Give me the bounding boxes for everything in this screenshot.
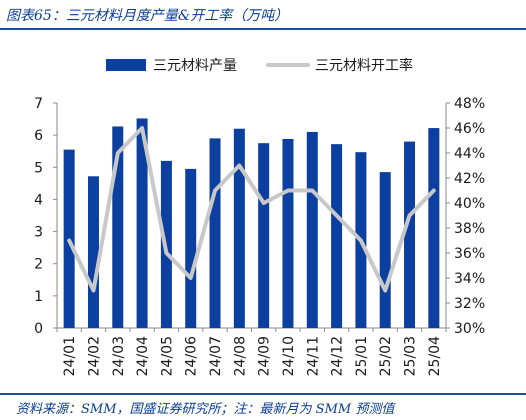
x-tick-label: 24/10 xyxy=(281,336,297,376)
production-bar xyxy=(282,139,294,328)
y-right-tick-label: 46% xyxy=(454,121,485,137)
utilization-point xyxy=(190,277,192,279)
y-right-tick-label: 44% xyxy=(454,146,485,162)
x-tick-label: 24/02 xyxy=(86,336,102,376)
production-bar xyxy=(258,143,270,328)
source-note: 资料来源：SMM，国盛证券研究所；注：最新月为 SMM 预测值 xyxy=(16,402,395,417)
utilization-line xyxy=(67,126,436,293)
y-left-tick-label: 1 xyxy=(34,289,43,305)
y-left-tick-label: 2 xyxy=(34,257,43,273)
production-utilization-chart: 三元材料产量 三元材料开工率 0 1 2 3 4 5 6 7 30% 32% 34% 36% 38% 40% 4… xyxy=(34,57,485,376)
x-tick-label: 24/01 xyxy=(62,336,78,376)
utilization-point xyxy=(68,240,70,241)
y-right-tick-label: 32% xyxy=(454,296,485,312)
y-right-tick-label: 36% xyxy=(454,246,485,262)
legend-label-production: 三元材料产量 xyxy=(153,58,237,74)
x-tick-label: 24/09 xyxy=(257,336,273,376)
y-left-tick-label: 0 xyxy=(34,321,43,337)
production-bar xyxy=(233,128,245,328)
x-tick-label: 24/04 xyxy=(135,336,151,376)
production-bar xyxy=(379,172,391,328)
utilization-point xyxy=(238,165,240,166)
utilization-point xyxy=(92,290,94,291)
utilization-point xyxy=(165,252,167,254)
x-tick-label: 24/06 xyxy=(184,336,200,376)
y-left-tick-label: 7 xyxy=(34,96,43,112)
y-left-tick-label: 3 xyxy=(34,225,43,241)
production-bar xyxy=(112,126,124,328)
production-bar xyxy=(136,118,148,328)
production-bar xyxy=(185,168,197,328)
x-tick-label: 24/03 xyxy=(111,336,127,376)
x-tick-label: 25/01 xyxy=(354,336,370,376)
utilization-point xyxy=(409,215,411,216)
x-tick-label: 24/07 xyxy=(208,336,224,376)
production-bar xyxy=(331,144,343,328)
x-tick-label: 24/11 xyxy=(305,336,321,376)
y-left-tick-label: 5 xyxy=(34,160,43,176)
y-right-tick-label: 30% xyxy=(454,321,485,337)
x-tick-label: 24/12 xyxy=(330,336,346,376)
utilization-point xyxy=(311,190,313,191)
footer-divider xyxy=(0,393,526,395)
y-right-tick-label: 34% xyxy=(454,271,485,287)
utilization-point xyxy=(360,240,362,241)
utilization-point xyxy=(384,290,386,291)
x-tick-label: 24/08 xyxy=(232,336,248,376)
legend-label-utilization: 三元材料开工率 xyxy=(315,57,413,74)
utilization-point xyxy=(214,190,216,191)
utilization-point xyxy=(287,190,289,191)
utilization-point xyxy=(141,127,143,129)
utilization-point xyxy=(263,202,265,204)
production-bar xyxy=(306,131,318,328)
y-right-tick-label: 40% xyxy=(454,196,485,212)
utilization-point xyxy=(433,190,435,191)
production-bar xyxy=(209,138,221,328)
x-tick-label: 24/05 xyxy=(159,336,175,376)
title-bar: 图表65：三元材料月度产量&开工率（万吨） xyxy=(0,0,526,30)
utilization-point xyxy=(117,152,119,154)
y-right-tick-label: 48% xyxy=(454,96,485,112)
x-tick-label: 25/02 xyxy=(378,336,394,376)
legend-bar-swatch xyxy=(106,59,146,71)
production-bar xyxy=(428,128,440,328)
production-bar xyxy=(404,141,416,328)
utilization-point xyxy=(336,215,338,216)
chart-title: 图表65：三元材料月度产量&开工率（万吨） xyxy=(6,8,289,24)
y-left-tick-label: 4 xyxy=(34,192,43,208)
x-tick-label: 25/04 xyxy=(427,336,443,376)
chart-area: 三元材料产量 三元材料开工率 0 1 2 3 4 5 6 7 30% 32% 34% 36% 38% 40% 4… xyxy=(0,30,526,392)
x-tick-label: 25/03 xyxy=(403,336,419,376)
production-bar xyxy=(87,176,99,328)
y-right-tick-label: 38% xyxy=(454,221,485,237)
y-right-tick-label: 42% xyxy=(454,171,485,187)
y-left-tick-label: 6 xyxy=(34,128,43,144)
